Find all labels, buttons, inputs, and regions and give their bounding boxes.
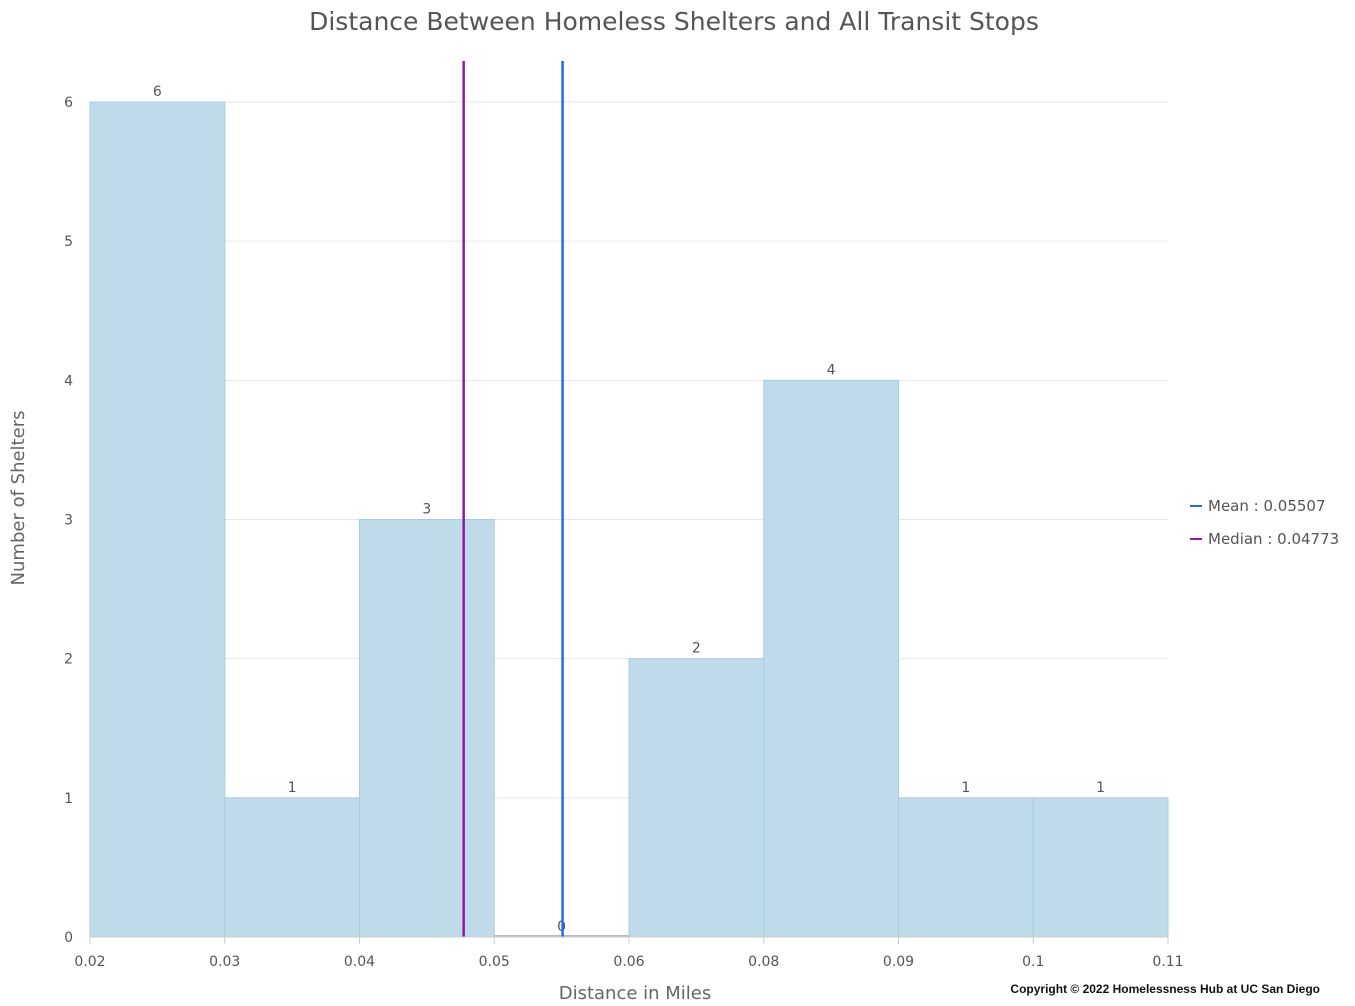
y-tick-label: 1	[64, 791, 73, 807]
reference-lines	[462, 61, 564, 937]
histogram-bar	[628, 658, 765, 938]
y-tick-label: 0	[64, 930, 73, 946]
y-tick-label: 5	[64, 234, 73, 250]
x-tick-label: 0.05	[479, 954, 510, 970]
histogram-bar	[763, 379, 899, 938]
x-tick-label: 0.03	[209, 954, 240, 970]
bar-data-label: 2	[692, 641, 701, 657]
bar-data-label: 1	[961, 780, 970, 796]
bar-data-label: 1	[288, 780, 297, 796]
y-tick-label: 2	[64, 652, 73, 668]
bar-data-label: 1	[1096, 780, 1105, 796]
bars	[89, 101, 1169, 938]
x-axis-ticks: 0.02 0.03 0.04 0.05 0.06 0.08 0.09 0.1 0.11	[74, 937, 1184, 970]
bar-data-label: 4	[827, 362, 836, 378]
bar-data-label: 3	[422, 502, 431, 518]
y-axis-ticks: 0 1 2 3 4 5 6	[64, 95, 73, 946]
x-tick-label: 0.06	[613, 954, 644, 970]
legend: Mean : 0.05507 Median : 0.04773	[1190, 497, 1339, 548]
mean-legend-label: Mean : 0.05507	[1208, 497, 1326, 515]
x-tick-label: 0.09	[883, 954, 914, 970]
y-axis-title: Number of Shelters	[8, 411, 29, 586]
histogram-bar	[89, 101, 226, 938]
bar-data-label: 6	[153, 84, 162, 100]
y-tick-label: 3	[64, 513, 73, 529]
x-tick-label: 0.11	[1152, 954, 1183, 970]
histogram-bar	[224, 797, 360, 938]
x-tick-label: 0.08	[748, 954, 779, 970]
x-tick-label: 0.1	[1022, 954, 1044, 970]
y-tick-label: 6	[64, 95, 73, 111]
histogram-bar	[1032, 797, 1169, 938]
copyright-text: Copyright © 2022 Homelessness Hub at UC …	[1010, 982, 1320, 996]
chart-title: Distance Between Homeless Shelters and A…	[309, 7, 1039, 36]
x-tick-label: 0.02	[74, 954, 105, 970]
histogram-bar	[898, 797, 1034, 938]
median-legend-label: Median : 0.04773	[1208, 530, 1339, 548]
histogram-bar	[359, 519, 495, 938]
y-tick-label: 4	[64, 373, 73, 389]
x-tick-label: 0.04	[344, 954, 375, 970]
x-axis-title: Distance in Miles	[559, 983, 712, 1004]
